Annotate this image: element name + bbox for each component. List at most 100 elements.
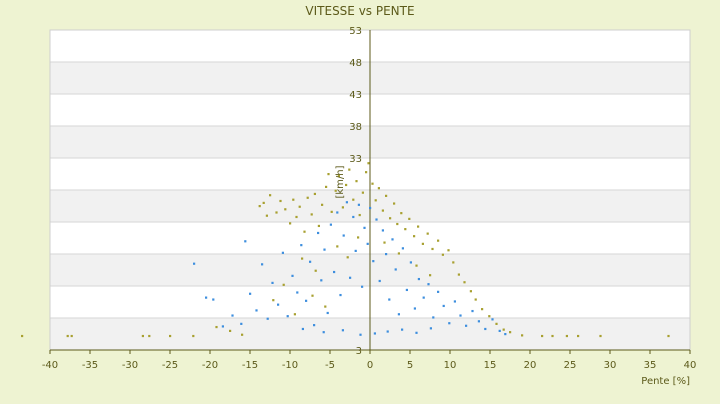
data-point-blue — [369, 206, 372, 210]
data-point-blue — [359, 333, 362, 336]
data-point-olive — [447, 249, 450, 252]
data-point-olive — [509, 331, 512, 334]
data-point-blue — [491, 318, 494, 321]
data-point-olive — [367, 162, 370, 165]
data-point-olive — [400, 212, 403, 215]
data-point-olive — [502, 328, 505, 331]
data-point-blue — [471, 309, 474, 313]
data-point-blue — [385, 253, 388, 256]
data-point-blue — [277, 303, 280, 306]
data-point-olive — [413, 235, 416, 238]
data-point-blue — [317, 231, 320, 235]
data-point-blue — [205, 296, 208, 299]
data-point-olive — [229, 329, 232, 332]
data-point-olive — [348, 168, 351, 171]
data-point-blue — [296, 291, 299, 294]
data-point-olive — [292, 198, 295, 201]
data-point-blue — [261, 263, 264, 266]
data-point-olive — [463, 281, 466, 284]
data-point-olive — [437, 239, 440, 242]
data-point-blue — [361, 285, 364, 288]
data-point-blue — [305, 299, 308, 302]
data-point-olive — [541, 334, 544, 338]
data-point-olive — [241, 333, 244, 336]
data-point-olive — [452, 261, 455, 264]
y-tick-label: 48 — [349, 58, 362, 69]
data-point-blue — [381, 229, 384, 232]
data-point-olive — [397, 252, 400, 255]
y-tick-label: 38 — [349, 122, 362, 133]
data-point-blue — [422, 296, 425, 299]
data-point-blue — [193, 262, 196, 265]
data-point-olive — [415, 264, 418, 267]
data-point-blue — [442, 304, 445, 308]
data-point-blue — [453, 300, 456, 303]
data-point-blue — [345, 201, 348, 204]
data-point-blue — [504, 333, 507, 336]
data-point-blue — [401, 247, 404, 250]
x-tick-label: 0 — [367, 360, 373, 371]
x-tick-label: -15 — [242, 360, 258, 371]
y-tick-label: 3 — [356, 346, 362, 357]
data-point-olive — [421, 242, 424, 245]
data-point-olive — [371, 182, 374, 185]
data-point-olive — [345, 183, 348, 187]
data-point-olive — [272, 299, 275, 302]
data-point-blue — [432, 316, 435, 319]
data-point-olive — [521, 334, 524, 337]
data-point-olive — [565, 334, 568, 338]
x-tick-label: -30 — [122, 360, 138, 371]
data-point-olive — [311, 294, 314, 297]
data-point-olive — [21, 334, 24, 338]
x-tick-label: -10 — [282, 360, 298, 371]
x-tick-label: -40 — [42, 360, 58, 371]
data-point-olive — [327, 173, 330, 176]
x-tick-label: -20 — [202, 360, 218, 371]
data-point-olive — [66, 334, 69, 338]
data-point-olive — [298, 205, 301, 208]
data-point-blue — [212, 298, 215, 301]
data-point-olive — [381, 209, 384, 212]
y-tick-label: 33 — [349, 154, 362, 165]
data-point-olive — [310, 213, 313, 216]
data-point-olive — [385, 194, 388, 197]
data-point-olive — [495, 322, 498, 325]
data-point-blue — [372, 260, 375, 263]
data-point-blue — [401, 328, 404, 331]
data-point-blue — [498, 329, 501, 332]
data-point-olive — [279, 199, 282, 203]
data-point-blue — [413, 307, 416, 310]
data-point-blue — [373, 332, 376, 335]
data-point-olive — [374, 199, 377, 202]
data-point-olive — [346, 256, 349, 259]
data-point-olive — [429, 274, 432, 277]
data-point-olive — [361, 191, 364, 194]
data-point-blue — [336, 211, 339, 214]
y-tick-label: 53 — [349, 26, 362, 37]
data-point-blue — [221, 325, 224, 328]
x-tick-label: -5 — [325, 360, 335, 371]
y-axis-label: [km/h] — [335, 165, 346, 198]
data-point-blue — [329, 223, 332, 226]
data-point-blue — [240, 322, 243, 325]
data-point-blue — [363, 226, 366, 229]
data-point-olive — [441, 253, 444, 256]
data-point-olive — [313, 192, 316, 196]
data-point-blue — [366, 242, 369, 245]
data-point-olive — [457, 273, 460, 276]
data-point-blue — [375, 218, 378, 221]
data-point-olive — [265, 214, 268, 217]
data-point-olive — [336, 245, 339, 248]
data-point-olive — [324, 305, 327, 308]
data-point-olive — [269, 194, 272, 197]
data-point-blue — [484, 327, 487, 331]
data-point-blue — [320, 279, 323, 282]
data-point-blue — [322, 331, 325, 334]
data-point-blue — [323, 248, 326, 251]
data-point-blue — [266, 317, 269, 320]
data-point-olive — [377, 187, 380, 190]
x-tick-label: 40 — [684, 360, 697, 371]
data-point-olive — [301, 257, 304, 260]
